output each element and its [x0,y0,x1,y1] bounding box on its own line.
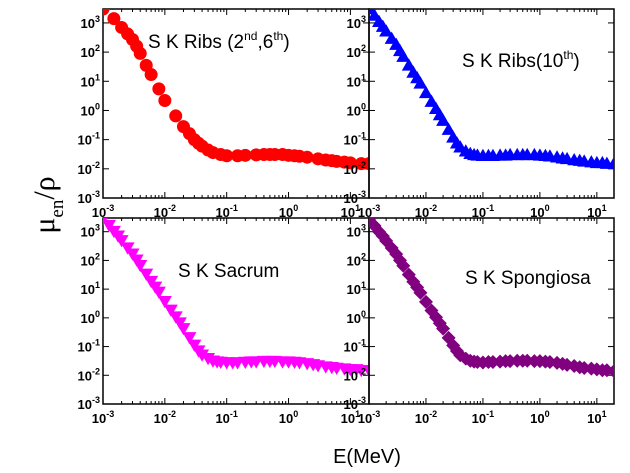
data-point [413,76,428,89]
panels: 10-3 10-2 10-1 100 101 10-3 10-2 10-1 100 101 102 1… [78,8,615,426]
x-tick-label: 100 [530,409,549,426]
y-tick-label: 10-3 [78,395,100,412]
y-tick-label: 102 [81,251,100,268]
y-tick-label: 101 [347,72,366,89]
y-tick-label: 103 [81,14,100,31]
panel-3: 10-3 10-2 10-1 100 101 10-3 10-2 10-1 100 101 102 1… [78,217,370,426]
data-point [300,150,314,164]
data-point [139,268,154,281]
y-tick-label: 10-1 [78,338,100,355]
data-point [144,68,158,82]
data-point [418,294,433,309]
y-tick-label: 100 [81,101,100,118]
data-point [133,46,147,60]
data-point [114,235,129,248]
data-point [120,242,135,255]
data-point [607,156,614,169]
data-point [182,332,197,345]
data-point [362,157,369,171]
x-tick-label: 101 [587,409,606,426]
data-point [343,156,357,170]
y-tick-label: 100 [347,309,366,326]
data-point [441,122,456,135]
y-tick-label: 10-1 [344,131,366,148]
y-tick-label: 10-2 [78,366,100,383]
data-point [436,113,451,126]
data-point [369,218,382,233]
y-tick-label: 103 [347,223,366,240]
panel-frame [368,8,615,199]
y-tick-label: 10-3 [344,189,366,206]
data-point [413,285,428,300]
x-tick-label: 10-1 [472,409,494,426]
panel-1: 10-3 10-2 10-1 100 101 10-3 10-2 10-1 100 101 102 1… [78,8,370,220]
data-point [107,12,121,26]
data-point [607,364,614,379]
panel-frame [368,217,615,405]
data-point [220,149,234,163]
data-point [151,286,166,299]
series-points [369,218,614,379]
data-point [195,349,210,362]
data-point [157,295,172,309]
y-tick-label: 101 [81,280,100,297]
y-tick-label: 10-2 [78,160,100,177]
x-tick-label: 10-2 [415,409,437,426]
data-point [158,93,172,107]
y-axis-label: μen/ρ [28,176,68,233]
series-points [369,9,614,169]
data-point [436,321,451,336]
data-point [163,304,178,317]
panel-frame [102,217,370,405]
y-tick-label: 103 [347,14,366,31]
data-point [379,24,394,37]
data-point [103,9,110,16]
y-tick-label: 102 [347,251,366,268]
panel-title: S K Ribs(10th) [462,48,580,72]
data-point [396,49,411,62]
y-tick-label: 100 [347,101,366,118]
x-tick-label: 10-3 [92,409,114,426]
data-point [238,148,252,162]
y-tick-label: 101 [81,72,100,89]
x-tick-label: 10-2 [154,409,176,426]
series-points [103,9,369,171]
y-tick-label: 10-3 [344,395,366,412]
y-tick-label: 10-2 [344,366,366,383]
panel-title: S K Sacrum [178,261,279,282]
y-tick-label: 102 [81,43,100,60]
x-tick-label: 100 [279,409,298,426]
y-tick-label: 10-3 [78,189,100,206]
data-point [133,259,148,273]
data-point [176,323,191,336]
panel-title: S K Ribs (2nd,6th) [148,29,290,53]
x-tick-label: 10-1 [215,409,237,426]
y-tick-label: 10-1 [344,338,366,355]
data-point [362,364,369,378]
y-tick-label: 101 [347,280,366,297]
data-point [396,258,411,273]
data-point [418,85,433,99]
data-point [152,82,166,96]
series-points [103,218,369,378]
panel-2: 10-3 10-2 10-1 100 10110-310-210-11001011021… [344,8,615,220]
y-tick-label: 10-2 [344,160,366,177]
x-axis-label: E(MeV) [333,446,401,468]
y-tick-label: 102 [347,43,366,60]
y-tick-label: 103 [81,223,100,240]
y-tick-label: 10-1 [78,131,100,148]
data-point [169,109,183,123]
panel-title: S K Spongiosa [465,268,591,289]
y-tick-label: 100 [81,309,100,326]
panel-4: 10-3 10-2 10-1 100 101 10-3 10-2 10-1 100 101 102 1… [344,217,615,426]
x-tick-label: 10-3 [358,409,380,426]
